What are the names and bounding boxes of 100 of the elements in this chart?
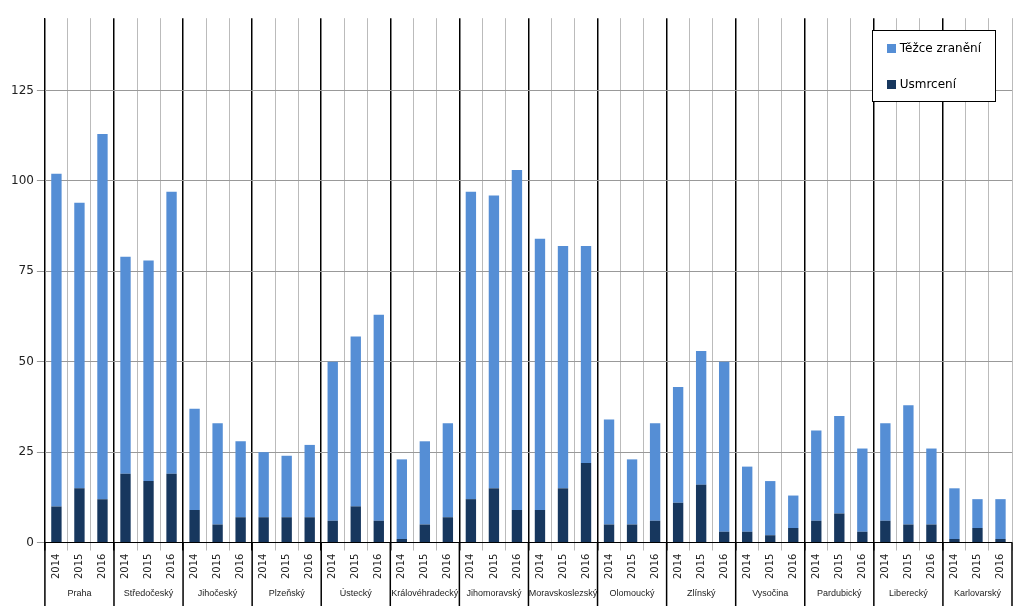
bar — [857, 448, 868, 532]
x-tick-label: 2016 — [925, 553, 936, 579]
bar — [97, 133, 108, 500]
bar — [972, 499, 983, 529]
bar — [327, 520, 338, 543]
bar — [557, 488, 569, 543]
bar — [235, 441, 246, 518]
x-tick-label: 2014 — [533, 553, 545, 579]
y-tick-label: 0 — [26, 534, 34, 549]
bar — [626, 459, 638, 525]
bar — [373, 520, 384, 543]
x-tick-label: 2016 — [855, 553, 867, 579]
x-tick-label: 2016 — [303, 553, 315, 579]
text: Středočeský — [123, 588, 174, 599]
x-tick-label: 2015 — [142, 553, 154, 579]
x-tick-label: 2015 — [556, 553, 568, 579]
bar — [626, 524, 638, 543]
bar — [235, 517, 246, 543]
bar — [281, 455, 292, 518]
bar — [718, 361, 730, 532]
bar — [396, 459, 407, 539]
x-tick-label: 2015 — [211, 553, 223, 579]
text: Královéhradecký — [391, 588, 459, 599]
x-tick-label: 2015 — [901, 553, 913, 579]
x-tick-label: 2014 — [395, 553, 407, 579]
bar — [603, 524, 615, 543]
bar — [534, 238, 546, 511]
y-tick-label: 50 — [18, 353, 34, 368]
bar — [304, 444, 315, 518]
bar — [857, 531, 868, 543]
bar — [718, 531, 730, 543]
x-tick-label: 2016 — [234, 553, 246, 579]
text: Moravskoslezský — [528, 588, 598, 599]
x-tick-label: 2014 — [948, 553, 960, 579]
x-tick-label: 2015 — [73, 553, 85, 579]
bar — [281, 517, 292, 543]
bar — [258, 517, 269, 543]
text: Ústecký — [339, 588, 373, 599]
bar — [580, 462, 592, 543]
bar — [258, 452, 269, 518]
x-tick-label: 2015 — [971, 553, 983, 579]
x-tick-label: 2014 — [809, 553, 821, 579]
x-tick-label: 2016 — [510, 553, 522, 579]
bar — [419, 441, 431, 525]
x-tick-label: 2016 — [441, 553, 453, 579]
bar — [51, 173, 62, 507]
bar — [51, 506, 62, 543]
bar — [189, 408, 200, 511]
x-tick-label: 2014 — [878, 553, 890, 579]
x-tick-label: 2016 — [165, 553, 177, 579]
x-tick-label: 2014 — [671, 553, 683, 579]
text: Plzeňský — [268, 588, 306, 599]
bar — [350, 506, 361, 543]
bar — [97, 499, 108, 543]
bar — [166, 191, 177, 474]
bar — [511, 510, 523, 543]
text: Praha — [67, 588, 92, 599]
legend-label: Usmrcení — [899, 77, 957, 91]
bar — [120, 256, 131, 474]
bar — [926, 448, 937, 525]
legend-label: Těžce zranění — [899, 41, 981, 55]
x-tick-label: 2014 — [326, 553, 338, 579]
bar — [672, 387, 684, 503]
bar — [396, 538, 407, 543]
bar — [926, 524, 937, 543]
bar — [534, 510, 546, 543]
bar — [834, 513, 845, 543]
bar — [880, 520, 891, 543]
x-tick-label: 2016 — [579, 553, 591, 579]
text: Liberecký — [889, 588, 929, 599]
bar — [903, 405, 914, 525]
bar — [811, 520, 822, 543]
x-tick-label: 2015 — [487, 553, 499, 579]
bar — [972, 528, 983, 543]
x-tick-label: 2015 — [832, 553, 844, 579]
x-tick-label: 2014 — [50, 553, 62, 579]
bar — [788, 528, 799, 543]
x-tick-label: 2014 — [740, 553, 752, 579]
bar — [949, 488, 960, 539]
bar — [143, 481, 154, 543]
bar — [649, 423, 661, 521]
x-tick-label: 2016 — [786, 553, 798, 579]
x-tick-label: 2015 — [418, 553, 430, 579]
bar — [74, 488, 85, 543]
bar — [742, 466, 753, 532]
bar — [419, 524, 431, 543]
bar — [488, 488, 500, 543]
x-tick-label: 2015 — [694, 553, 706, 579]
bar — [811, 430, 822, 521]
x-tick-label: 2014 — [464, 553, 476, 579]
bar — [327, 361, 338, 521]
bar — [603, 419, 615, 525]
y-tick-label: 125 — [11, 82, 34, 97]
text: Pardubický — [817, 588, 863, 599]
bar — [442, 517, 454, 543]
bar — [511, 170, 523, 511]
bar — [695, 484, 707, 543]
bar — [949, 538, 960, 543]
x-tick-label: 2016 — [372, 553, 384, 579]
bar — [120, 473, 131, 543]
